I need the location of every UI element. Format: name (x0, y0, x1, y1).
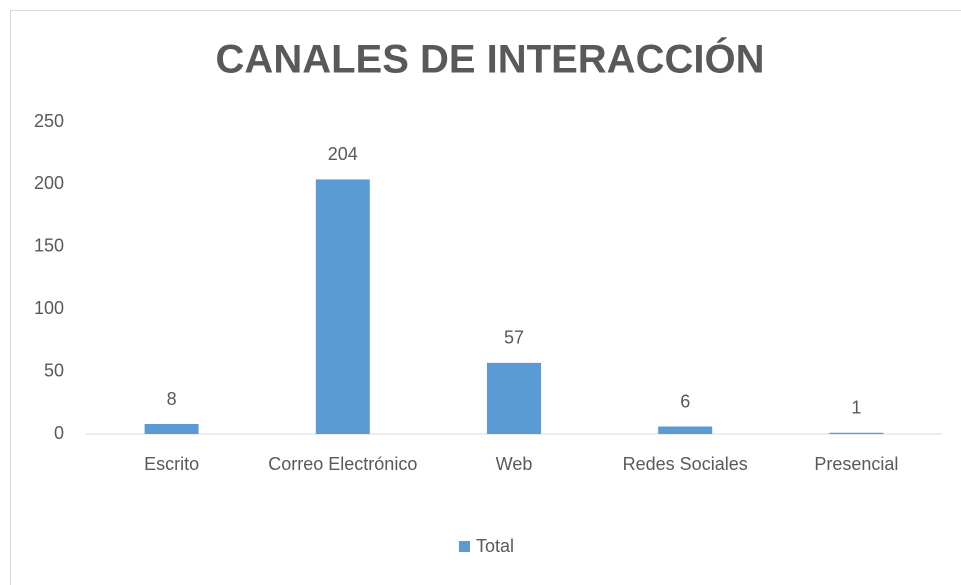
data-label: 8 (167, 389, 177, 409)
y-tick-label: 250 (34, 111, 64, 131)
bar (315, 179, 370, 434)
x-tick-label: Correo Electrónico (268, 454, 418, 474)
y-tick-label: 200 (34, 173, 64, 193)
x-tick-label: Escrito (144, 454, 200, 474)
bar (658, 426, 713, 434)
x-tick-label: Redes Sociales (622, 454, 748, 474)
bar (487, 362, 541, 434)
bar (144, 424, 199, 434)
bar (829, 432, 884, 434)
y-tick-label: 50 (44, 360, 64, 380)
data-label: 57 (504, 328, 524, 348)
chart-frame (10, 10, 961, 585)
x-tick-label: Presencial (814, 454, 899, 474)
data-label: 1 (851, 398, 861, 418)
y-tick-label: 0 (54, 423, 64, 443)
chart-title: CANALES DE INTERACCIÓN (216, 36, 765, 82)
data-label: 6 (680, 391, 690, 411)
data-label: 204 (328, 144, 358, 164)
x-tick-label: Web (495, 454, 533, 474)
y-tick-label: 100 (34, 298, 64, 318)
legend-label: Total (476, 536, 514, 556)
y-tick-label: 150 (34, 236, 64, 256)
legend-swatch (459, 541, 470, 552)
